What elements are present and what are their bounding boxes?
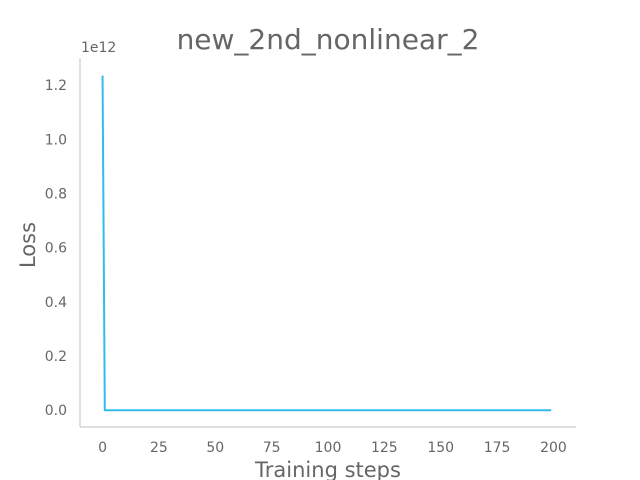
x-tick-label: 0 [98, 440, 107, 456]
y-tick-label: 1.0 [45, 132, 67, 148]
x-tick-label: 50 [206, 440, 224, 456]
y-tick-label: 0.0 [45, 403, 67, 419]
y-tick-label: 0.8 [45, 186, 67, 202]
x-tick-label: 200 [540, 440, 567, 456]
x-tick-label: 25 [150, 440, 168, 456]
x-tick-label: 150 [427, 440, 454, 456]
y-offset-label: 1e12 [81, 40, 116, 56]
y-tick-label: 0.4 [45, 295, 67, 311]
loss-series-line [101, 75, 552, 412]
x-tick-labels: 0 25 50 75 100 125 150 175 200 [98, 440, 567, 456]
x-tick-label: 75 [263, 440, 281, 456]
chart-title: new_2nd_nonlinear_2 [177, 23, 480, 56]
y-tick-labels: 0.0 0.2 0.4 0.6 0.8 1.0 1.2 [45, 78, 67, 419]
y-tick-label: 0.6 [45, 241, 67, 257]
x-axis-label: Training steps [254, 458, 401, 480]
y-tick-label: 0.2 [45, 349, 67, 365]
x-tick-label: 125 [371, 440, 398, 456]
y-axis-label: Loss [16, 222, 40, 268]
series-group [101, 75, 552, 412]
x-tick-label: 100 [315, 440, 342, 456]
x-tick-label: 175 [484, 440, 511, 456]
y-tick-label: 1.2 [45, 78, 67, 94]
